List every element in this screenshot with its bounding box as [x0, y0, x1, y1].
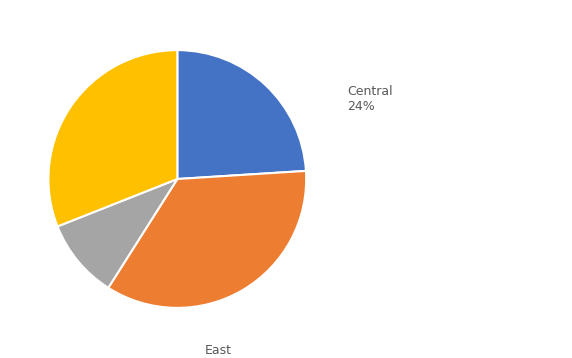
- Wedge shape: [49, 50, 177, 227]
- Wedge shape: [108, 171, 306, 308]
- Text: Central
24%: Central 24%: [347, 85, 393, 113]
- Text: East
35%: East 35%: [205, 344, 232, 358]
- Wedge shape: [58, 179, 177, 288]
- Wedge shape: [177, 50, 306, 179]
